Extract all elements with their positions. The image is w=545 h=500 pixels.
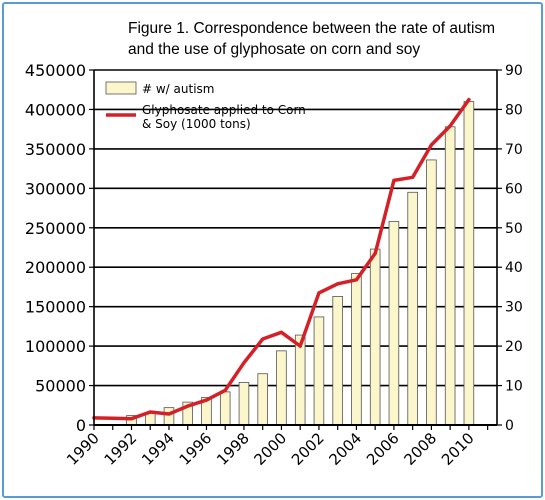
line-point [279,330,283,334]
bar [294,334,306,426]
line-point [448,124,452,128]
right-tick-label: 30 [505,300,523,316]
bar [369,248,381,426]
legend-label-autism: # w/ autism [142,82,214,96]
left-tick-label: 0 [76,416,86,435]
line-point [261,337,265,341]
bars [126,101,475,426]
right-tick-label: 10 [505,379,523,395]
x-tick-label: 2006 [363,429,403,469]
bar [332,296,343,426]
left-tick-label: 150000 [25,298,86,317]
right-axis-ticks: 0 10 20 30 40 50 60 70 80 90 [497,63,523,434]
x-tick-label: 2010 [438,429,478,469]
left-tick-label: 200000 [25,258,86,277]
line-point [429,143,433,147]
legend-bar-swatch [105,81,137,95]
bar [313,316,325,426]
bar [444,126,456,426]
line-point [111,416,115,420]
bar [463,101,475,426]
line-point [223,388,227,392]
bar [407,191,418,426]
bar [351,273,362,426]
right-tick-label: 50 [505,221,523,237]
bar [238,381,250,426]
left-tick-label: 350000 [25,140,86,159]
x-tick-label: 1996 [176,429,216,469]
right-tick-label: 0 [505,418,514,434]
line-point [354,278,358,282]
line-point [129,417,133,421]
figure-title: Figure 1. Correspondence between the rat… [128,18,528,60]
x-tick-label: 1992 [101,429,141,469]
right-tick-label: 80 [505,102,523,118]
line-point [317,291,321,295]
line-point [167,412,171,416]
bar [276,350,287,426]
x-axis-ticks: 1990199219941996199820002002200420062008… [63,425,489,469]
line-point [242,361,246,365]
legend: # w/ autism Glyphosate applied to Corn& S… [105,81,306,131]
line-point [373,251,377,255]
right-tick-label: 60 [505,181,523,197]
right-tick-label: 20 [505,339,523,355]
left-tick-label: 400000 [25,100,86,119]
left-tick-label: 300000 [25,179,86,198]
line-point [336,282,340,286]
line-point [298,344,302,348]
line-point [204,398,208,402]
axes [93,70,498,426]
bar [426,159,437,426]
figure-title-line-2: and the use of glyphosate on corn and so… [128,41,421,58]
x-tick-label: 1994 [138,429,178,469]
left-axis-ticks: 0 50000 100000 150000 200000 250000 300000 3500… [25,61,94,435]
line-point [467,98,471,102]
legend-label-glyphosate-line-2: & Soy (1000 tons) [142,117,251,131]
right-tick-label: 90 [505,63,523,79]
x-tick-label: 1998 [213,429,253,469]
left-tick-label: 250000 [25,219,86,238]
right-tick-label: 40 [505,260,523,276]
left-tick-label: 50000 [35,377,86,396]
line-point [392,178,396,182]
right-tick-label: 70 [505,142,523,158]
x-tick-label: 2008 [400,429,440,469]
left-tick-label: 450000 [25,61,86,80]
bar [257,373,268,426]
bar [219,391,231,426]
line-point [148,410,152,414]
bar [388,221,400,426]
figure-title-line-1: Figure 1. Correspondence between the rat… [128,20,496,37]
left-tick-label: 100000 [25,337,86,356]
x-tick-label: 1990 [63,429,103,469]
x-tick-label: 2000 [251,429,291,469]
bar [163,407,175,426]
x-tick-label: 2002 [288,429,328,469]
line-point [411,175,415,179]
x-tick-label: 2004 [326,429,366,469]
line-point [186,404,190,408]
legend-label-glyphosate-line-1: Glyphosate applied to Corn [142,103,306,117]
